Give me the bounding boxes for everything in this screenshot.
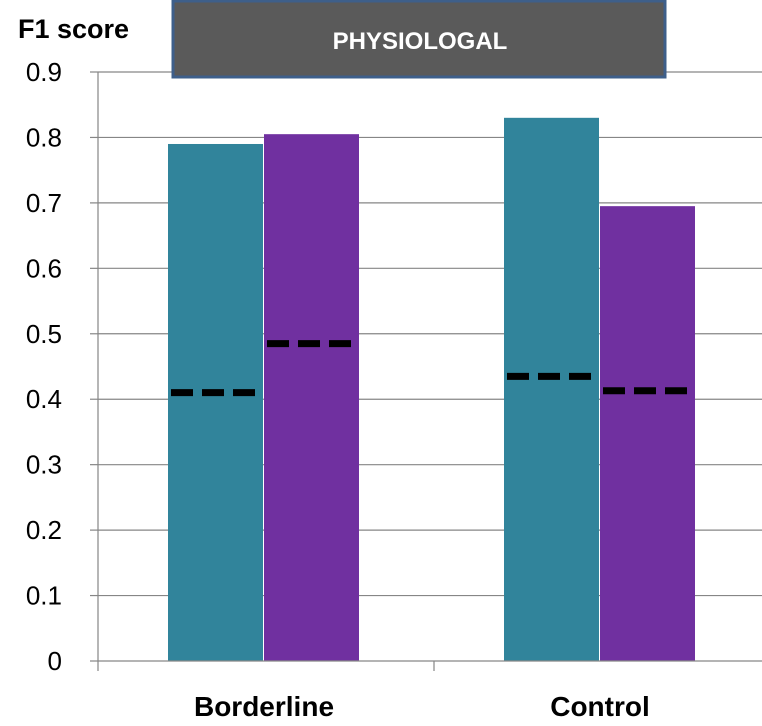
y-tick-label: 0.6 — [26, 253, 62, 283]
y-tick-label: 0.3 — [26, 450, 62, 480]
bar-control-series1 — [504, 117, 599, 662]
chart-title: PHYSIOLOGAL — [171, 0, 667, 79]
y-tick-label: 0.1 — [26, 581, 62, 611]
bar-borderline-series1 — [168, 143, 263, 661]
bar-borderline-series2 — [264, 134, 359, 661]
x-axis-tick-labels: Borderline Control — [194, 691, 650, 722]
title-text: PHYSIOLOGAL — [333, 28, 508, 55]
y-tick-label: 0.8 — [26, 122, 62, 152]
title-box — [171, 0, 667, 79]
y-tick-label: 0.5 — [26, 319, 62, 349]
bar-control-series2 — [600, 206, 695, 661]
y-tick-label: 0.9 — [26, 57, 62, 87]
x-tick-label-borderline: Borderline — [194, 691, 334, 722]
y-tick-label: 0.7 — [26, 188, 62, 218]
y-axis-label: F1 score — [18, 14, 129, 44]
x-tick-label-control: Control — [550, 691, 650, 722]
y-tick-label: 0.2 — [26, 515, 62, 545]
y-tick-label: 0.4 — [26, 384, 62, 414]
baseline-markers — [171, 340, 688, 397]
axes — [90, 71, 762, 671]
bars — [168, 117, 695, 662]
y-tick-label: 0 — [48, 646, 62, 676]
y-axis-tick-labels: 0 0.1 0.2 0.3 0.4 0.5 0.6 0.7 0.8 0.9 — [26, 57, 62, 676]
